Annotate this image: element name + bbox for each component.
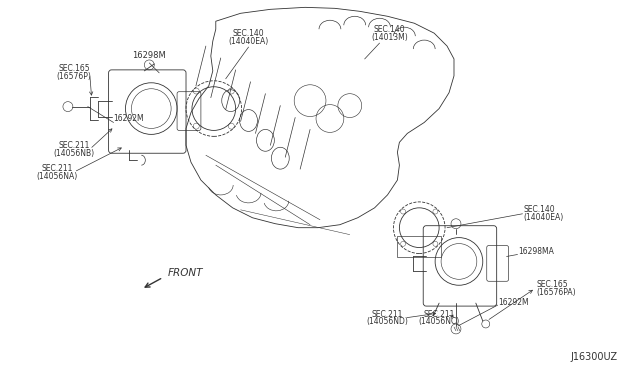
- Text: 16298MA: 16298MA: [518, 247, 554, 256]
- Text: SEC.211: SEC.211: [424, 310, 455, 318]
- Text: SEC.165: SEC.165: [536, 280, 568, 289]
- Text: (14056NB): (14056NB): [53, 149, 95, 158]
- Text: (14056NA): (14056NA): [36, 171, 77, 180]
- Text: SEC.211: SEC.211: [42, 164, 73, 173]
- Text: 16298M: 16298M: [132, 51, 166, 61]
- Text: 16292M: 16292M: [113, 114, 144, 123]
- Text: SEC.140: SEC.140: [233, 29, 264, 38]
- Text: FRONT: FRONT: [168, 268, 204, 278]
- Text: SEC.140: SEC.140: [374, 25, 405, 34]
- Text: (14056NC): (14056NC): [419, 317, 460, 327]
- Text: (16576P): (16576P): [56, 72, 92, 81]
- Text: 16292M: 16292M: [499, 298, 529, 307]
- Text: (14040EA): (14040EA): [228, 36, 269, 46]
- Text: SEC.211: SEC.211: [372, 310, 403, 318]
- Text: (14040EA): (14040EA): [524, 213, 564, 222]
- Text: J16300UZ: J16300UZ: [571, 352, 618, 362]
- Text: SEC.140: SEC.140: [524, 205, 555, 214]
- Text: (14013M): (14013M): [371, 33, 408, 42]
- Text: SEC.165: SEC.165: [58, 64, 90, 73]
- Text: (16576PA): (16576PA): [536, 288, 576, 297]
- Text: SEC.211: SEC.211: [58, 141, 90, 150]
- Text: (14056ND): (14056ND): [367, 317, 408, 327]
